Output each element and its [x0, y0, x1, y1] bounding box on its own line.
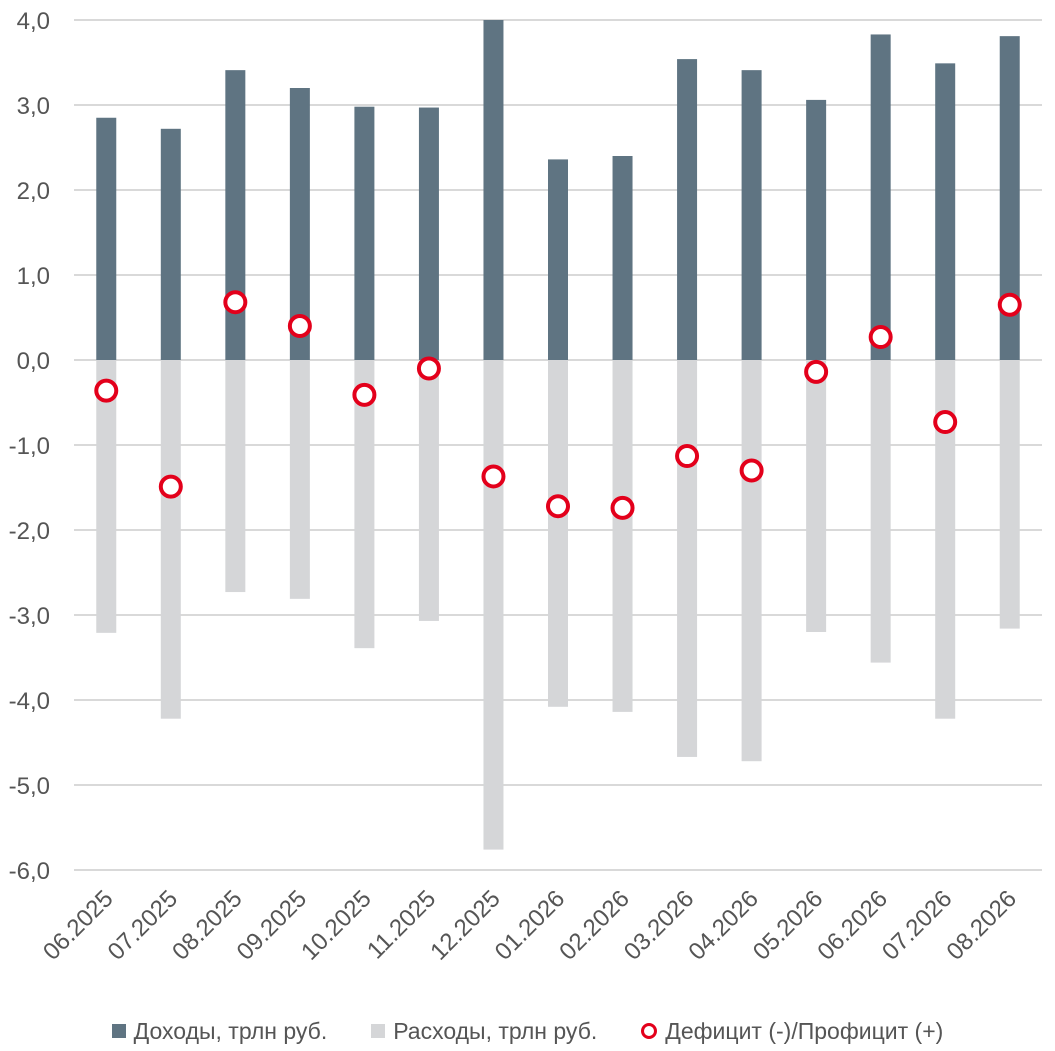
expense-bar: [225, 360, 246, 593]
income-bar: [870, 34, 891, 360]
balance-point: [610, 495, 635, 520]
income-bar: [483, 20, 504, 360]
expense-bar: [677, 360, 698, 757]
expense-bar: [806, 360, 827, 632]
y-tick-label: 2,0: [17, 178, 50, 205]
balance-point: [997, 292, 1022, 317]
expense-bar: [741, 360, 762, 762]
x-tick-label: 01.2026: [490, 885, 570, 965]
income-bar: [548, 159, 568, 360]
x-tick-label: 02.2026: [554, 885, 634, 965]
balance-point: [868, 325, 893, 350]
y-tick-label: -5,0: [9, 773, 50, 800]
x-tick-label: 12.2025: [425, 885, 505, 965]
legend-swatch-income: [111, 1024, 126, 1038]
expense-bar: [612, 360, 633, 712]
balance-point: [352, 382, 377, 407]
income-bar: [806, 99, 827, 361]
y-tick-label: 0,0: [17, 348, 50, 375]
income-bar: [999, 36, 1020, 361]
y-tick-label: 3,0: [17, 93, 50, 120]
legend-item-balance: Дефицит (-)/Профицит (+): [641, 1018, 943, 1045]
y-tick-label: -3,0: [9, 603, 50, 630]
expense-bar: [418, 360, 439, 621]
balance-point: [739, 458, 764, 483]
legend-item-expenses: Расходы, трлн руб.: [371, 1018, 597, 1045]
income-bar: [160, 128, 181, 360]
x-tick-label: 07.2026: [877, 885, 957, 965]
expense-bar: [354, 360, 375, 649]
balance-point: [416, 356, 441, 381]
income-bar: [418, 107, 439, 360]
x-tick-label: 08.2026: [942, 885, 1022, 965]
legend-item-income: Доходы, трлн руб.: [111, 1017, 328, 1045]
x-tick-label: 06.2025: [38, 885, 118, 965]
income-bar: [677, 59, 698, 360]
legend-marker-balance: [641, 1023, 658, 1039]
legend-label-expenses: Расходы, трлн руб.: [393, 1017, 598, 1044]
income-bar: [741, 70, 762, 361]
legend-swatch-expenses: [371, 1024, 386, 1038]
y-tick-label: -2,0: [9, 518, 50, 545]
x-tick-label: 10.2025: [296, 885, 376, 965]
income-bar: [225, 70, 246, 361]
balance-point: [933, 410, 958, 435]
expense-bar: [96, 360, 117, 633]
expense-bar: [935, 360, 956, 719]
income-bar: [354, 106, 375, 360]
legend-label-income: Доходы, трлн руб.: [133, 1017, 328, 1044]
x-tick-label: 04.2026: [683, 885, 763, 965]
x-tick-label: 09.2025: [232, 885, 312, 965]
y-tick-label: -4,0: [9, 688, 50, 715]
expense-bar: [483, 360, 504, 850]
expense-bar: [870, 360, 891, 663]
expense-bar: [289, 360, 310, 599]
y-tick-label: 4,0: [17, 8, 50, 35]
legend: Доходы, трлн руб. Расходы, трлн руб. Деф…: [0, 1011, 1055, 1051]
x-tick-label: 08.2025: [167, 885, 247, 965]
balance-point: [158, 474, 183, 499]
legend-label-balance: Дефицит (-)/Профицит (+): [665, 1017, 944, 1044]
balance-point: [675, 444, 700, 469]
balance-point: [804, 359, 829, 384]
balance-point: [94, 378, 119, 403]
bar-chart: 4,03,02,01,00,0-1,0-2,0-3,0-4,0-5,0-6,00…: [9, 8, 1042, 966]
balance-point: [287, 314, 312, 338]
income-bar: [289, 88, 310, 360]
expense-bar: [999, 360, 1020, 629]
income-bar: [935, 63, 956, 360]
expense-bar: [548, 360, 568, 707]
y-tick-label: 1,0: [17, 263, 50, 290]
income-bar: [612, 156, 633, 360]
x-tick-label: 06.2026: [812, 885, 892, 965]
x-tick-label: 03.2026: [619, 885, 699, 965]
income-bar: [96, 117, 117, 360]
y-tick-label: -6,0: [9, 858, 50, 885]
balance-point: [546, 494, 570, 519]
balance-point: [481, 464, 506, 489]
x-tick-label: 11.2025: [362, 885, 441, 964]
y-tick-label: -1,0: [9, 433, 50, 460]
expense-bar: [160, 360, 181, 719]
x-tick-label: 05.2026: [748, 885, 828, 965]
balance-point: [223, 290, 248, 315]
x-tick-label: 07.2025: [103, 885, 183, 965]
